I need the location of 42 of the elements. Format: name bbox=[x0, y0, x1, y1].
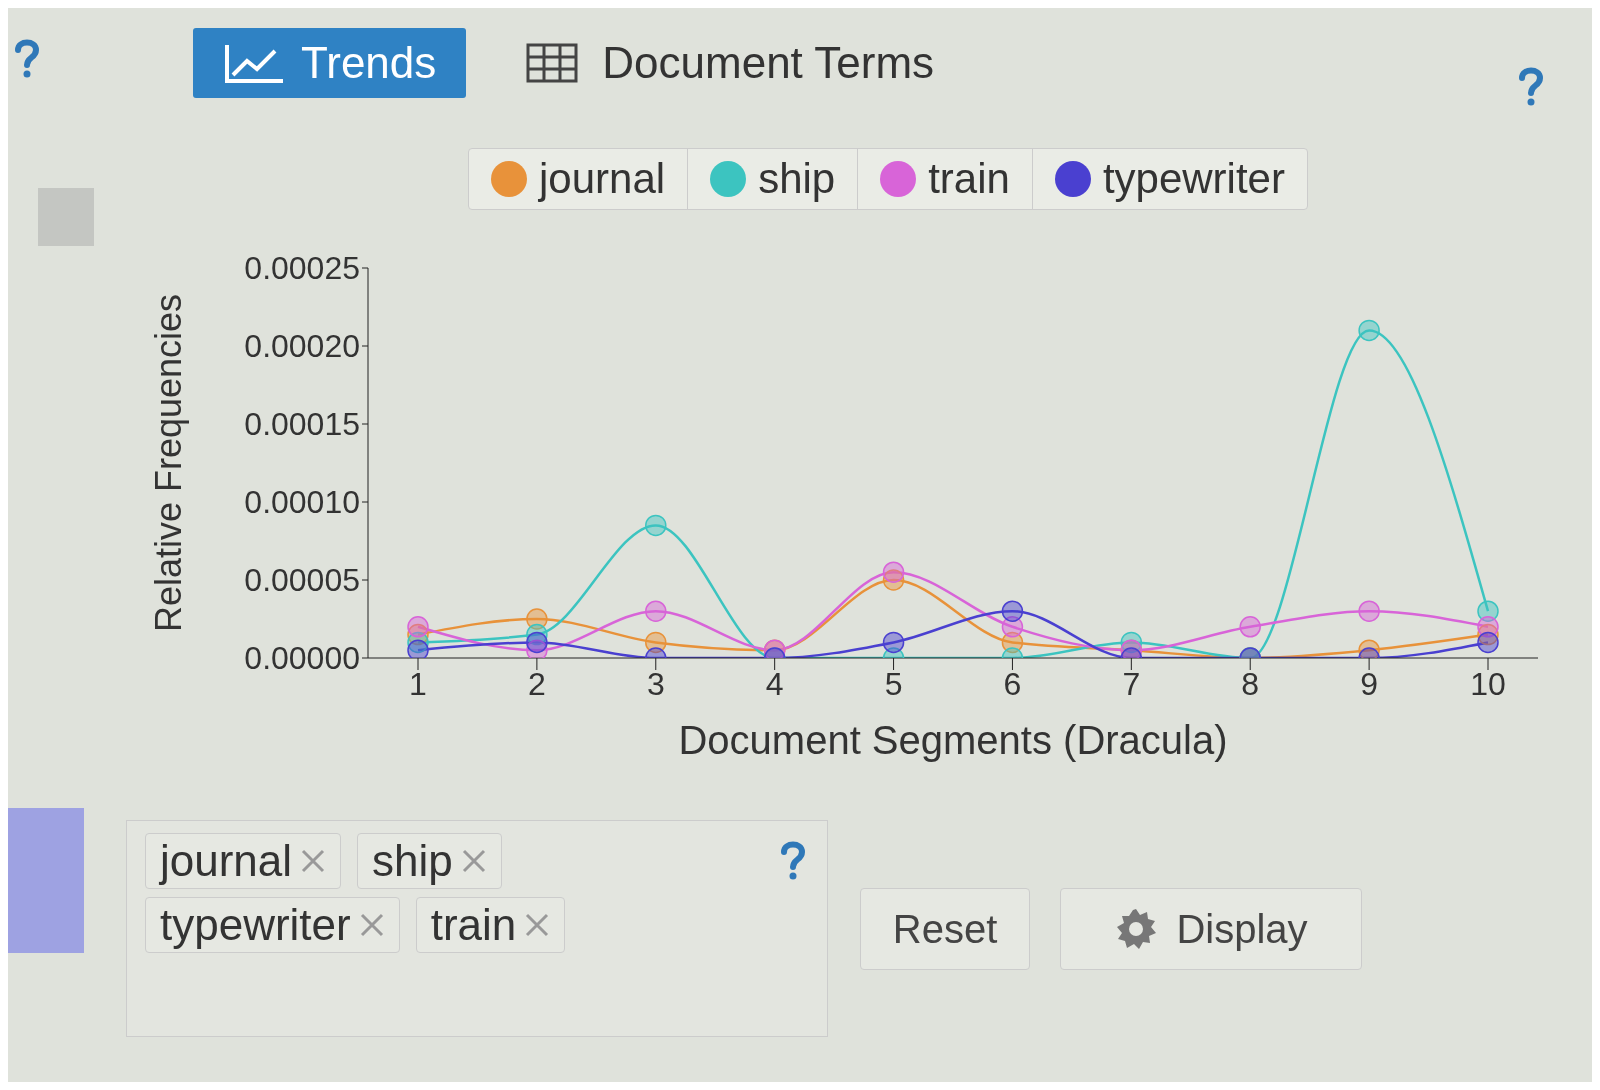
text: typewriter bbox=[145, 897, 400, 953]
legend-label: journal bbox=[537, 154, 667, 204]
text: journal bbox=[145, 833, 342, 889]
point bbox=[1239, 616, 1261, 638]
legend-label: train bbox=[857, 149, 1032, 209]
text: Document Terms bbox=[601, 38, 935, 88]
point bbox=[1358, 319, 1380, 342]
point bbox=[645, 600, 667, 622]
y-tick-label: 0.00025 bbox=[244, 250, 360, 287]
x-tick-label: 8 bbox=[1241, 665, 1260, 702]
text: Reset bbox=[860, 888, 1030, 970]
x-tick-label: 6 bbox=[1003, 665, 1022, 702]
y-axis-title: Relative Frequencies bbox=[147, 293, 189, 633]
text: train bbox=[415, 897, 566, 953]
x-tick-label: 2 bbox=[527, 665, 546, 702]
text: Trends bbox=[193, 28, 467, 98]
text: ship bbox=[357, 833, 502, 889]
point bbox=[1358, 600, 1380, 622]
point bbox=[645, 514, 667, 537]
y-tick-label: 0.00010 bbox=[244, 484, 360, 521]
point bbox=[1001, 600, 1024, 622]
x-axis-title: Document Segments (Dracula) bbox=[678, 718, 1228, 762]
point bbox=[526, 631, 548, 654]
x-tick-label: 4 bbox=[765, 665, 784, 702]
x-tick-label: 3 bbox=[646, 665, 665, 702]
x-tick-label: 9 bbox=[1360, 665, 1379, 702]
x-tick-label: 1 bbox=[409, 665, 427, 702]
y-tick-label: 0.00020 bbox=[244, 328, 360, 365]
y-tick-label: 0.00015 bbox=[244, 406, 360, 443]
y-tick-label: 0.00005 bbox=[244, 562, 360, 599]
y-tick-label: 0.00000 bbox=[244, 640, 360, 677]
text: Display bbox=[1060, 888, 1362, 970]
legend-label: ship bbox=[687, 149, 858, 209]
x-tick-label: 5 bbox=[884, 665, 903, 702]
point bbox=[882, 561, 905, 583]
legend-label: typewriter bbox=[1031, 149, 1307, 209]
point bbox=[882, 631, 905, 654]
point bbox=[407, 639, 429, 658]
point bbox=[1477, 631, 1499, 654]
point bbox=[407, 616, 429, 638]
x-tick-label: 7 bbox=[1122, 665, 1141, 702]
x-tick-label: 10 bbox=[1470, 665, 1506, 702]
